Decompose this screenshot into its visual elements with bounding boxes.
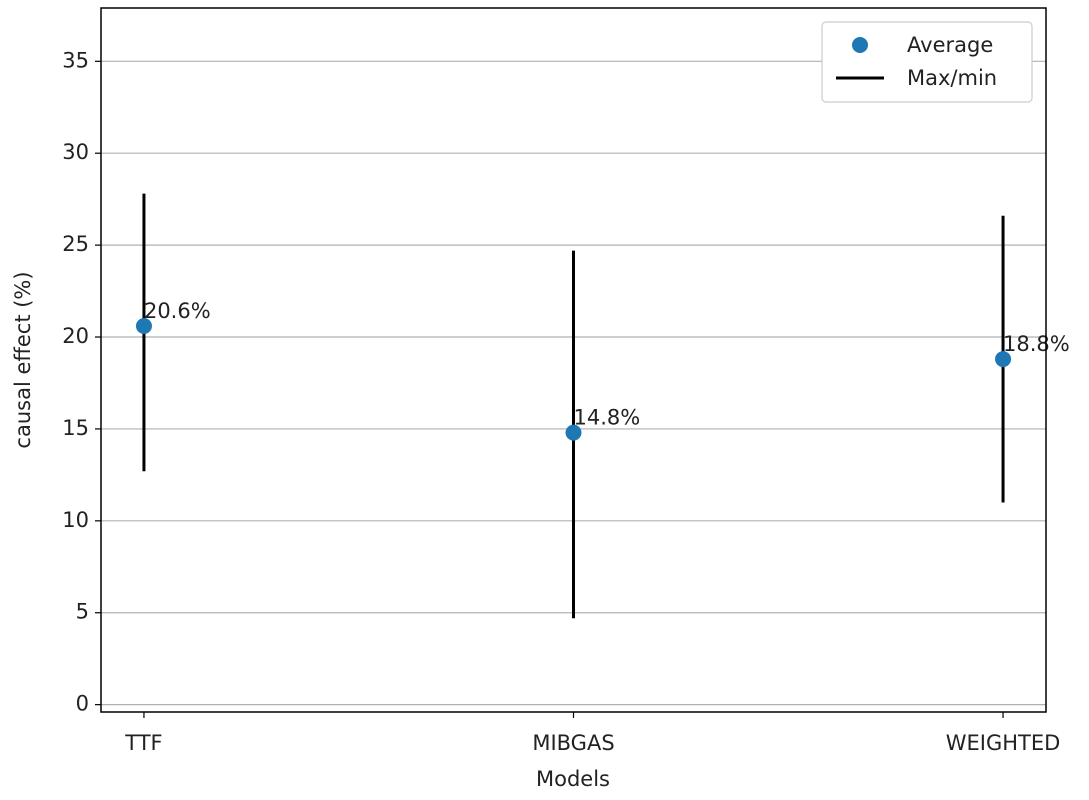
plot-frame <box>100 7 1047 713</box>
x-tick-label: TTF <box>124 731 162 755</box>
legend-label: Max/min <box>907 66 997 90</box>
average-point <box>995 351 1012 368</box>
legend-label: Average <box>907 33 993 57</box>
y-axis-label: causal effect (%) <box>11 271 35 448</box>
legend-box <box>821 21 1033 103</box>
value-label: 20.6% <box>144 299 211 323</box>
y-tick-label: 30 <box>62 140 89 164</box>
x-tick-label: WEIGHTED <box>946 731 1061 755</box>
y-tick-label: 5 <box>76 600 89 624</box>
average-point <box>565 424 582 441</box>
y-tick-label: 25 <box>62 232 89 256</box>
y-tick-label: 0 <box>76 692 89 716</box>
x-tick-label: MIBGAS <box>532 731 614 755</box>
y-tick-label: 10 <box>62 508 89 532</box>
value-label: 18.8% <box>1003 332 1070 356</box>
legend-marker <box>852 37 868 53</box>
x-axis-label: Models <box>536 767 610 791</box>
y-tick-label: 15 <box>62 416 89 440</box>
average-point <box>135 317 152 334</box>
y-tick-label: 35 <box>62 48 89 72</box>
y-tick-label: 20 <box>62 324 89 348</box>
value-label: 14.8% <box>574 406 641 430</box>
